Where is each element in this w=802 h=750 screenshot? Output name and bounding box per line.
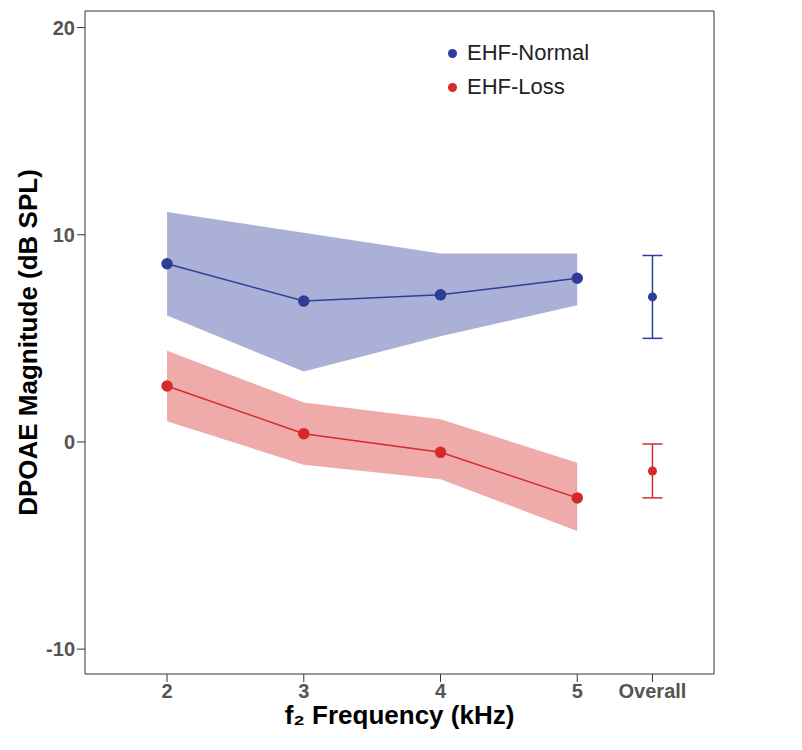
svg-text:10: 10 — [53, 224, 75, 246]
svg-text:2: 2 — [161, 680, 172, 702]
html-text:EHF-Normal: EHF-Normal — [467, 40, 590, 65]
svg-text:0: 0 — [64, 431, 75, 453]
svg-text:5: 5 — [572, 680, 583, 702]
svg-text:4: 4 — [435, 680, 447, 702]
svg-text:DPOAE Magnitude (dB SPL): DPOAE Magnitude (dB SPL) — [13, 169, 43, 516]
html-text:EHF-Loss: EHF-Loss — [467, 74, 565, 99]
svg-text:20: 20 — [53, 17, 75, 39]
svg-text:Overall: Overall — [619, 680, 687, 702]
svg-text:f₂ Frequency (kHz): f₂ Frequency (kHz) — [285, 700, 515, 730]
svg-text:-10: -10 — [46, 638, 75, 660]
svg-text:3: 3 — [298, 680, 309, 702]
